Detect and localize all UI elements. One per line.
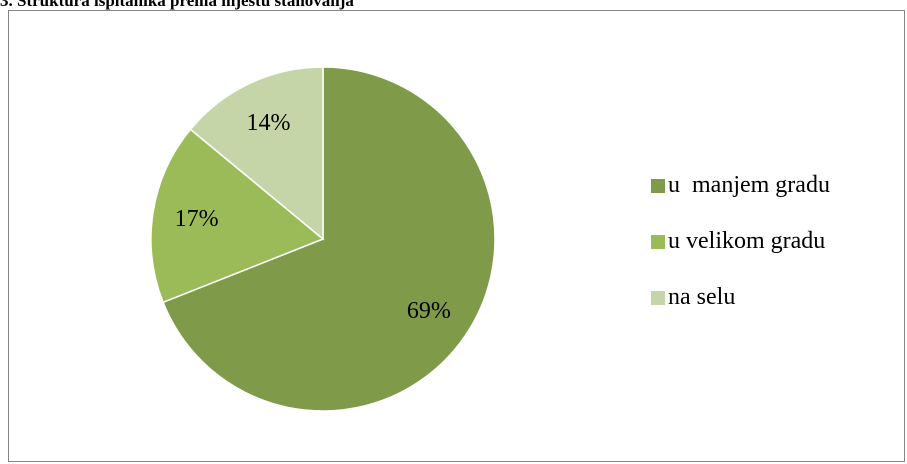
chart-legend: u manjem gradu u velikom gradu na selu (650, 172, 830, 340)
legend-item-na-selu: na selu (650, 284, 830, 310)
legend-item-u-manjem-gradu: u manjem gradu (650, 172, 830, 198)
legend-label-na-selu: na selu (668, 284, 736, 310)
data-label-u-velikom-gradu: 17% (175, 206, 219, 232)
data-label-na-selu: 14% (247, 110, 291, 136)
pie-slice-u-manjem-gradu (162, 66, 496, 412)
data-label-u-manjem-gradu: 69% (407, 298, 451, 324)
chart-title: 3. Struktura ispitanika prema mjestu sta… (0, 0, 354, 10)
pie-slice-na-selu (189, 66, 324, 241)
pie-slices (150, 66, 496, 412)
legend-swatch-na-selu (650, 290, 666, 306)
legend-label-u-velikom-gradu: u velikom gradu (668, 228, 826, 254)
legend-swatch-u-velikom-gradu (650, 234, 666, 250)
legend-label-u-manjem-gradu: u manjem gradu (668, 172, 830, 198)
legend-item-u-velikom-gradu: u velikom gradu (650, 228, 830, 254)
pie-data-labels: 69% 17% 14% (175, 110, 451, 324)
pie-slice-u-velikom-gradu (150, 128, 325, 304)
legend-swatch-u-manjem-gradu (650, 178, 666, 194)
